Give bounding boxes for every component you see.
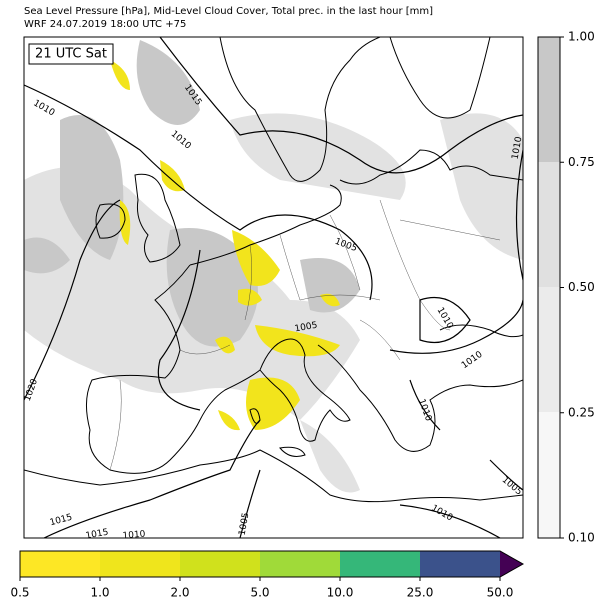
precip-tick-label: 50.0 xyxy=(487,586,514,600)
isobar-label: 1005 xyxy=(294,321,318,335)
precip-colorbar: 0.5 1.0 2.0 5.0 10.0 25.0 50.0 xyxy=(10,550,525,600)
isobar-label: 1005 xyxy=(238,512,252,536)
time-label: 21 UTC Sat xyxy=(35,47,107,62)
map-frame xyxy=(23,36,524,539)
borders xyxy=(109,199,501,471)
precip-tick-label: 2.0 xyxy=(170,586,189,600)
precip-tick-label: 25.0 xyxy=(407,586,434,600)
cloud-colorbar: 0.10 0.25 0.50 0.75 1.00 xyxy=(537,30,595,545)
isobar-label: 1010 xyxy=(122,529,146,541)
coastlines xyxy=(24,37,523,503)
isobar-label: 1010 xyxy=(511,136,525,161)
cloud-tick-label: 1.00 xyxy=(568,30,595,44)
isobar-label: 1015 xyxy=(85,528,109,542)
precip-tick-label: 1.0 xyxy=(90,586,109,600)
precip-tick-label: 0.5 xyxy=(10,586,29,600)
precip-tick-label: 10.0 xyxy=(327,586,354,600)
cloud-tick-label: 0.10 xyxy=(568,531,595,545)
cloud-tick-label: 0.25 xyxy=(568,405,595,419)
title: Sea Level Pressure [hPa], Mid-Level Clou… xyxy=(24,6,433,17)
subtitle: WRF 24.07.2019 18:00 UTC +75 xyxy=(24,19,186,30)
time-label-box xyxy=(28,43,114,65)
isobars xyxy=(24,37,523,538)
cloud-tick-label: 0.50 xyxy=(568,280,595,294)
cloud-tick-label: 0.75 xyxy=(568,155,595,169)
map-area: 1015 1010 1010 1010 1005 1005 1010 1010 … xyxy=(24,37,525,542)
precip-tick-label: 5.0 xyxy=(250,586,269,600)
